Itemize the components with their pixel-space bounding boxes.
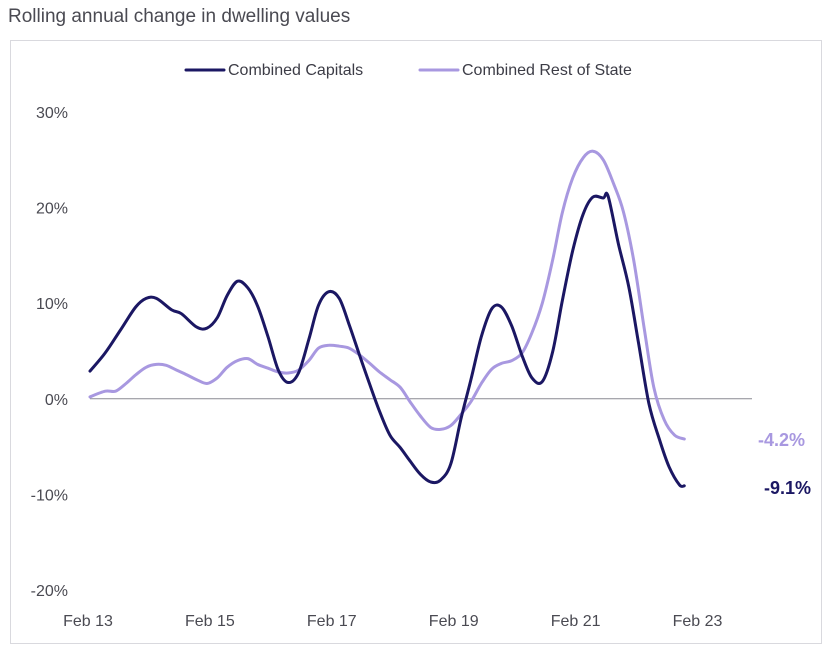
y-tick-label: 0%: [45, 392, 68, 409]
chart-title: Rolling annual change in dwelling values: [8, 6, 351, 27]
end-label-combined-rest-of-state: -4.2%: [758, 430, 805, 450]
end-label-combined-capitals: -9.1%: [764, 478, 811, 498]
y-tick-label: -10%: [31, 487, 68, 504]
end-labels: -9.1% -4.2%: [758, 430, 811, 498]
y-tick-label: 10%: [36, 296, 68, 313]
x-tick-label: Feb 23: [673, 613, 723, 630]
x-tick-label: Feb 15: [185, 613, 235, 630]
series-group: [88, 149, 686, 488]
x-tick-label: Feb 13: [63, 613, 113, 630]
y-tick-label: -20%: [31, 583, 68, 600]
legend-label: Combined Capitals: [228, 62, 363, 79]
x-axis: Feb 13 Feb 15 Feb 17 Feb 19 Feb 21 Feb 23: [63, 613, 722, 630]
x-tick-label: Feb 19: [429, 613, 479, 630]
x-tick-label: Feb 21: [551, 613, 601, 630]
legend-label: Combined Rest of State: [462, 62, 632, 79]
series-line-combined-rest-of-state: [88, 149, 686, 441]
y-axis: 30% 20% 10% 0% -10% -20%: [31, 105, 68, 600]
series-line-combined-capitals: [88, 191, 686, 488]
legend: Combined Capitals Combined Rest of State: [184, 62, 632, 79]
y-tick-label: 20%: [36, 201, 68, 218]
x-tick-label: Feb 17: [307, 613, 357, 630]
chart-frame: [10, 40, 822, 644]
y-tick-label: 30%: [36, 105, 68, 122]
